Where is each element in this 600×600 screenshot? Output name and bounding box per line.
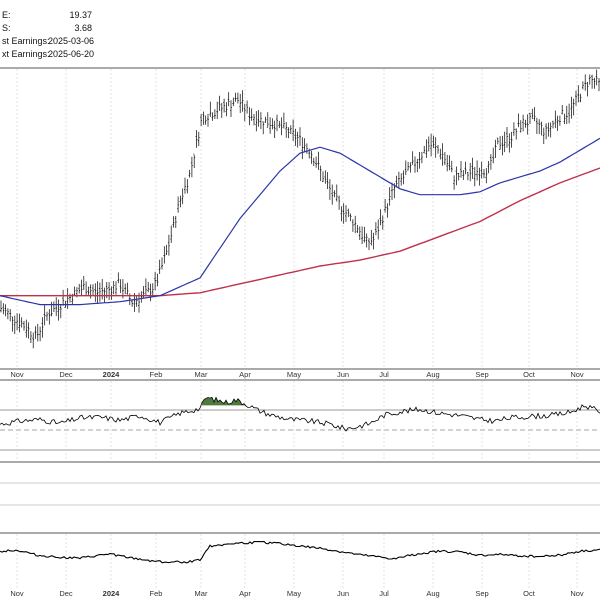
lower-oscillator-line: [0, 540, 600, 564]
lower-panel: Nov Dec 2024 Feb Mar Apr May Jun Jul Aug Sep Oct Nov: [0, 532, 600, 598]
x-tick-label: Aug: [426, 589, 439, 598]
x-tick-label: Apr: [239, 370, 251, 379]
x-tick-label: Mar: [195, 370, 208, 379]
info-value-pe: 19.37: [69, 10, 92, 20]
rsi-overbought-fill: [202, 397, 584, 406]
x-tick-label: Feb: [150, 370, 163, 379]
x-tick-label: Sep: [475, 370, 488, 379]
price-x-axis: Nov Dec 2024 Feb Mar Apr May Jun Jul Aug Sep Oct Nov: [10, 370, 584, 379]
ma-long-line: [0, 167, 600, 297]
x-tick-label: Aug: [426, 370, 439, 379]
x-tick-label: Jul: [379, 589, 389, 598]
info-label-last-earnings: st Earnings:: [2, 36, 50, 46]
info-label-pe: E:: [2, 10, 11, 20]
x-tick-label: Feb: [150, 589, 163, 598]
info-value-last-earnings: 2025-03-06: [48, 36, 94, 46]
x-tick-label: May: [287, 370, 301, 379]
x-tick-label: Dec: [59, 370, 73, 379]
x-tick-label: Oct: [523, 370, 536, 379]
x-tick-label: Jul: [379, 370, 389, 379]
info-label-next-earnings: xt Earnings:: [2, 49, 50, 59]
info-value-next-earnings: 2025-06-20: [48, 49, 94, 59]
info-header: E: 19.37 S: 3.68 st Earnings: 2025-03-06…: [2, 10, 94, 59]
x-tick-label: Apr: [239, 589, 251, 598]
x-tick-label: Mar: [195, 589, 208, 598]
x-tick-label: 2024: [103, 589, 121, 598]
rsi-line: [0, 396, 600, 432]
rsi-panel: [0, 379, 600, 463]
ma-short-line: [0, 137, 600, 306]
info-label-eps: S:: [2, 23, 11, 33]
lower-x-axis: Nov Dec 2024 Feb Mar Apr May Jun Jul Aug Sep Oct Nov: [10, 589, 584, 598]
price-panel: Nov Dec 2024 Feb Mar Apr May Jun Jul Aug Sep Oct Nov: [0, 67, 600, 379]
x-tick-label: Oct: [523, 589, 536, 598]
x-tick-label: Nov: [10, 370, 24, 379]
x-tick-label: Jun: [337, 370, 349, 379]
x-tick-label: 2024: [103, 370, 121, 379]
lower-gridlines: [16, 534, 578, 590]
x-tick-label: Sep: [475, 589, 488, 598]
x-tick-label: Jun: [337, 589, 349, 598]
x-tick-label: Nov: [570, 370, 584, 379]
price-bars: [0, 69, 600, 349]
info-value-eps: 3.68: [74, 23, 92, 33]
x-tick-label: Nov: [570, 589, 584, 598]
price-gridlines: [16, 69, 578, 368]
x-tick-label: Dec: [59, 589, 73, 598]
x-tick-label: May: [287, 589, 301, 598]
x-tick-label: Nov: [10, 589, 24, 598]
